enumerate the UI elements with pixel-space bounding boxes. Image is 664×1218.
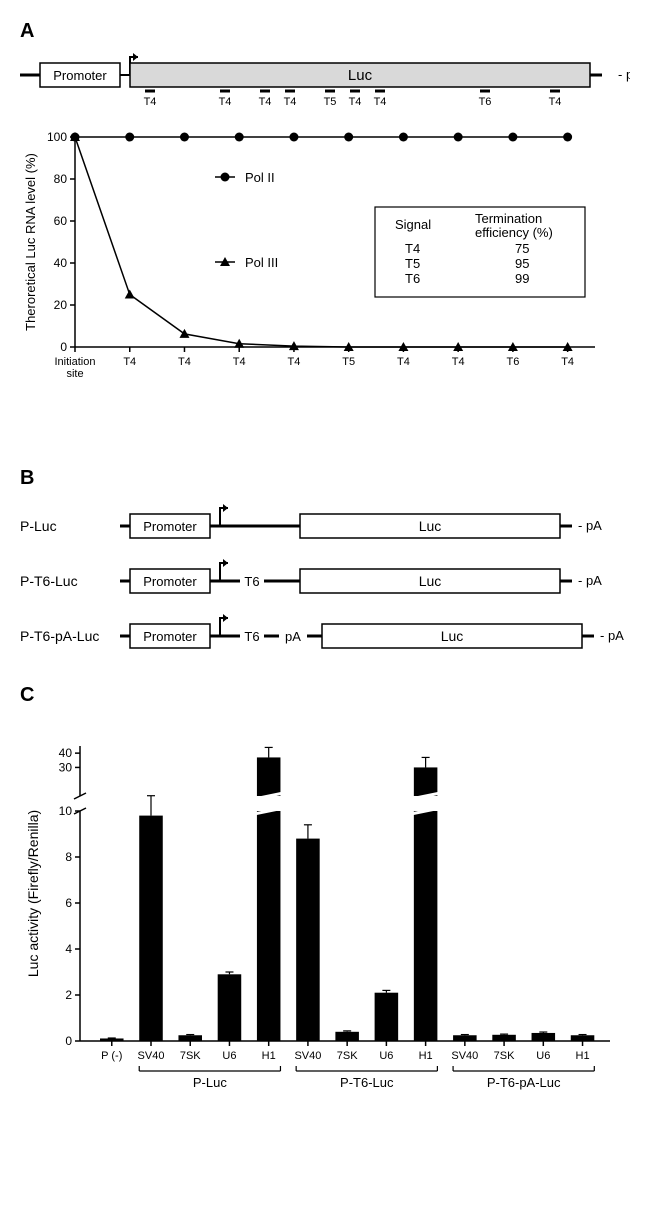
svg-text:Promoter: Promoter: [143, 574, 197, 589]
svg-text:P-T6-pA-Luc: P-T6-pA-Luc: [20, 628, 99, 644]
svg-text:Termination: Termination: [475, 211, 542, 226]
svg-text:T4: T4: [259, 96, 272, 108]
svg-text:SV40: SV40: [451, 1050, 478, 1062]
svg-text:T4: T4: [549, 96, 562, 108]
svg-text:T6: T6: [244, 629, 259, 644]
svg-text:Pol II: Pol II: [245, 170, 275, 185]
svg-text:T6: T6: [479, 96, 492, 108]
svg-text:75: 75: [515, 241, 529, 256]
svg-text:30: 30: [59, 760, 73, 774]
svg-text:pA: pA: [285, 629, 301, 644]
svg-text:Luc activity (Firefly/Renilla): Luc activity (Firefly/Renilla): [25, 810, 41, 977]
svg-text:T4: T4: [405, 241, 420, 256]
svg-text:T5: T5: [342, 356, 355, 368]
svg-text:T4: T4: [284, 96, 297, 108]
svg-text:U6: U6: [222, 1050, 236, 1062]
svg-text:2: 2: [65, 988, 72, 1002]
svg-text:7SK: 7SK: [494, 1050, 515, 1062]
svg-text:SV40: SV40: [294, 1050, 321, 1062]
svg-text:8: 8: [65, 850, 72, 864]
svg-text:20: 20: [54, 298, 68, 312]
svg-text:40: 40: [59, 746, 73, 760]
svg-text:U6: U6: [379, 1050, 393, 1062]
svg-text:7SK: 7SK: [180, 1050, 201, 1062]
svg-text:7SK: 7SK: [337, 1050, 358, 1062]
svg-text:P-T6-Luc: P-T6-Luc: [340, 1075, 394, 1090]
panel-a-svg: PromoterLuc- pAT4T4T4T4T5T4T4T6T40204060…: [20, 47, 630, 447]
svg-text:- pA: - pA: [578, 573, 602, 588]
svg-text:H1: H1: [262, 1050, 276, 1062]
panel-b-label: B: [20, 467, 644, 490]
svg-text:H1: H1: [576, 1050, 590, 1062]
svg-text:SV40: SV40: [138, 1050, 165, 1062]
panel-b-svg: P-Luc Promoter Luc - pA P-T6-Luc Promoter T6 Lu…: [20, 494, 630, 664]
svg-text:- pA: - pA: [618, 67, 630, 82]
panel-c: C 0 2 4 6 8 10 3040 Luc activity (Firefly/Renil…: [20, 684, 644, 1131]
svg-text:T4: T4: [374, 96, 387, 108]
svg-text:site: site: [66, 368, 83, 380]
svg-text:T4: T4: [178, 356, 191, 368]
svg-text:efficiency (%): efficiency (%): [475, 225, 553, 240]
svg-text:P-Luc: P-Luc: [20, 518, 57, 534]
svg-text:U6: U6: [536, 1050, 550, 1062]
svg-text:T6: T6: [405, 271, 420, 286]
svg-text:60: 60: [54, 214, 68, 228]
panel-b: B P-Luc Promoter Luc - pA P-T6-Luc Promoter T6…: [20, 467, 644, 664]
svg-text:40: 40: [54, 256, 68, 270]
svg-text:Theroretical Luc RNA level (%): Theroretical Luc RNA level (%): [23, 153, 38, 331]
svg-text:T4: T4: [233, 356, 246, 368]
panel-a: A PromoterLuc- pAT4T4T4T4T5T4T4T6T402040…: [20, 20, 644, 447]
svg-text:99: 99: [515, 271, 529, 286]
svg-text:T5: T5: [405, 256, 420, 271]
svg-text:T6: T6: [244, 574, 259, 589]
svg-text:Luc: Luc: [419, 573, 442, 589]
svg-text:10: 10: [59, 804, 73, 818]
svg-text:T5: T5: [324, 96, 337, 108]
svg-text:T4: T4: [561, 356, 574, 368]
panel-c-label: C: [20, 684, 644, 707]
svg-text:80: 80: [54, 172, 68, 186]
svg-text:Luc: Luc: [441, 628, 464, 644]
svg-text:Initiation: Initiation: [55, 356, 96, 368]
svg-text:Signal: Signal: [395, 217, 431, 232]
svg-text:T4: T4: [288, 356, 301, 368]
svg-text:T4: T4: [123, 356, 136, 368]
svg-text:P (-): P (-): [101, 1050, 122, 1062]
svg-text:0: 0: [60, 340, 67, 354]
svg-text:- pA: - pA: [578, 518, 602, 533]
svg-text:T4: T4: [397, 356, 410, 368]
svg-text:T4: T4: [144, 96, 157, 108]
svg-text:Promoter: Promoter: [143, 629, 197, 644]
svg-text:- pA: - pA: [600, 628, 624, 643]
svg-text:H1: H1: [419, 1050, 433, 1062]
svg-text:P-T6-Luc: P-T6-Luc: [20, 573, 78, 589]
svg-text:Pol III: Pol III: [245, 255, 278, 270]
svg-text:4: 4: [65, 942, 72, 956]
svg-text:T6: T6: [506, 356, 519, 368]
svg-text:Promoter: Promoter: [53, 68, 107, 83]
svg-text:100: 100: [47, 130, 67, 144]
panel-a-label: A: [20, 20, 644, 43]
svg-text:Luc: Luc: [348, 67, 373, 84]
svg-text:P-T6-pA-Luc: P-T6-pA-Luc: [487, 1075, 561, 1090]
svg-text:6: 6: [65, 896, 72, 910]
svg-text:T4: T4: [349, 96, 362, 108]
panel-c-svg: 0 2 4 6 8 10 3040 Luc activity (Firefly/Renilla…: [20, 711, 630, 1131]
svg-text:Promoter: Promoter: [143, 519, 197, 534]
svg-text:P-Luc: P-Luc: [193, 1075, 227, 1090]
svg-text:95: 95: [515, 256, 529, 271]
svg-text:T4: T4: [452, 356, 465, 368]
svg-text:Luc: Luc: [419, 518, 442, 534]
svg-text:T4: T4: [219, 96, 232, 108]
svg-text:0: 0: [65, 1034, 72, 1048]
